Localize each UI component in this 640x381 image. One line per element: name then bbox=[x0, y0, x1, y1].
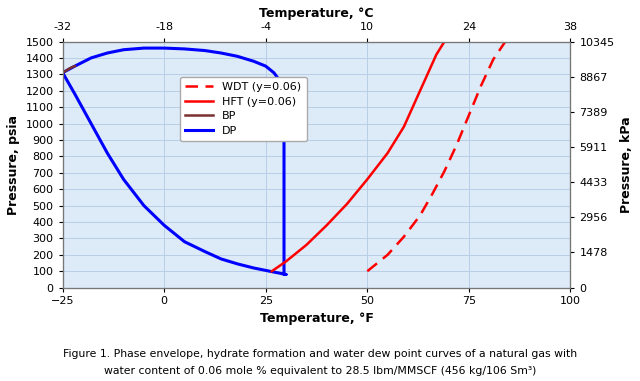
X-axis label: Temperature, °C: Temperature, °C bbox=[259, 7, 374, 20]
Text: water content of 0.06 mole % equivalent to 28.5 lbm/MMSCF (456 kg/106 Sm³): water content of 0.06 mole % equivalent … bbox=[104, 366, 536, 376]
Y-axis label: Pressure, kPa: Pressure, kPa bbox=[620, 116, 633, 213]
Legend: WDT (y=0.06), HFT (y=0.06), BP, DP: WDT (y=0.06), HFT (y=0.06), BP, DP bbox=[180, 77, 307, 141]
Text: Figure 1. Phase envelope, hydrate formation and water dew point curves of a natu: Figure 1. Phase envelope, hydrate format… bbox=[63, 349, 577, 359]
Y-axis label: Pressure, psia: Pressure, psia bbox=[7, 115, 20, 215]
X-axis label: Temperature, °F: Temperature, °F bbox=[260, 312, 373, 325]
